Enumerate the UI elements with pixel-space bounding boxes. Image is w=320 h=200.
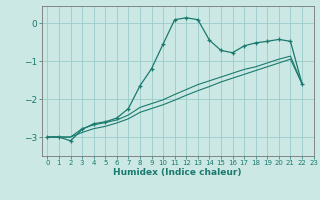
X-axis label: Humidex (Indice chaleur): Humidex (Indice chaleur) [113, 168, 242, 177]
